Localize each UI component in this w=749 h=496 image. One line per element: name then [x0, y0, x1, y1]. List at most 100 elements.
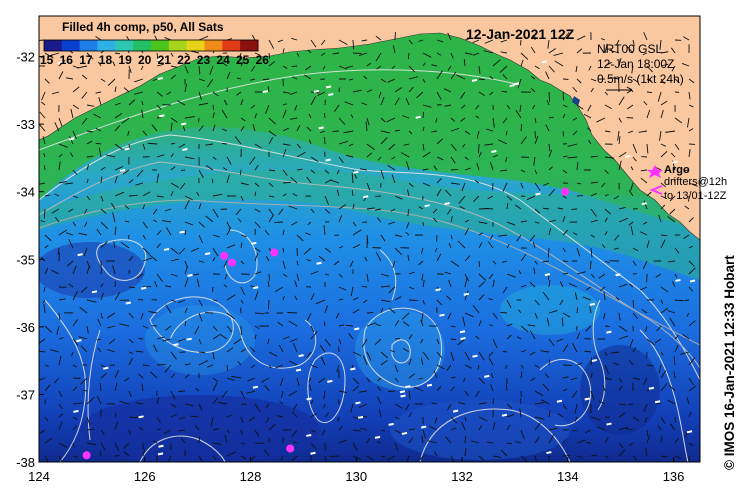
- current-vector: [492, 338, 498, 349]
- current-vector: [444, 271, 452, 275]
- current-vector: [492, 312, 498, 320]
- current-vector: [464, 277, 468, 288]
- current-vector: [114, 369, 120, 379]
- current-vector: [321, 39, 326, 46]
- current-vector: [198, 260, 205, 263]
- current-vector: [305, 232, 312, 236]
- current-vector: [450, 325, 456, 328]
- current-vector: [280, 390, 284, 398]
- current-vector: [422, 78, 426, 83]
- current-vector: [475, 335, 480, 340]
- current-vector: [489, 75, 494, 80]
- current-vector: [292, 403, 298, 411]
- current-vector: [646, 429, 649, 437]
- current-vector: [263, 78, 270, 81]
- current-vector: [408, 358, 412, 366]
- current-vector: [632, 247, 639, 252]
- current-vector: [668, 384, 676, 392]
- current-vector: [590, 208, 597, 217]
- current-vector: [618, 403, 627, 406]
- current-vector: [534, 208, 541, 214]
- current-vector: [660, 143, 667, 147]
- current-vector: [576, 362, 583, 366]
- current-vector: [478, 78, 485, 81]
- current-vector: [450, 143, 457, 151]
- current-vector: [338, 298, 344, 301]
- current-vector: [375, 52, 382, 62]
- current-vector: [590, 87, 594, 93]
- current-vector: [630, 166, 634, 171]
- current-vector: [604, 436, 609, 444]
- current-vector: [394, 296, 402, 301]
- current-vector: [267, 299, 270, 310]
- drifter-track: [426, 383, 433, 387]
- current-vector: [250, 285, 256, 288]
- current-vector: [177, 429, 186, 432]
- current-vector: [674, 344, 679, 353]
- current-vector: [212, 247, 219, 257]
- current-vector: [86, 396, 95, 405]
- current-vector: [56, 325, 60, 335]
- current-vector: [447, 312, 452, 320]
- current-vector: [184, 320, 187, 327]
- current-vector: [618, 442, 624, 449]
- current-vector: [211, 178, 214, 184]
- current-vector: [141, 100, 144, 106]
- current-vector: [562, 155, 568, 158]
- current-vector: [659, 130, 662, 141]
- current-vector: [436, 338, 440, 345]
- current-vector: [40, 220, 46, 223]
- current-vector: [142, 285, 152, 288]
- current-vector: [464, 364, 472, 369]
- current-vector: [114, 143, 123, 150]
- current-vector: [80, 377, 88, 385]
- current-vector: [422, 279, 425, 288]
- current-vector: [408, 334, 413, 340]
- current-vector: [658, 214, 662, 223]
- current-vector: [128, 357, 133, 366]
- current-vector: [217, 401, 228, 405]
- current-vector: [127, 130, 130, 136]
- current-vector: [44, 364, 49, 367]
- current-vector: [170, 273, 178, 277]
- current-vector: [310, 208, 315, 214]
- current-vector: [583, 113, 592, 119]
- drifter-track: [76, 339, 82, 343]
- current-vector: [97, 318, 102, 327]
- drifter-track: [57, 61, 64, 65]
- current-vector: [279, 401, 284, 405]
- current-vector: [70, 108, 74, 119]
- current-vector: [126, 36, 130, 41]
- current-vector: [562, 215, 566, 223]
- current-vector: [405, 97, 410, 106]
- current-vector: [338, 338, 342, 345]
- current-vector: [444, 104, 452, 107]
- current-vector: [84, 221, 88, 227]
- current-vector: [408, 373, 415, 379]
- current-vector: [198, 125, 204, 132]
- current-vector: [408, 286, 415, 290]
- current-vector: [380, 234, 386, 242]
- current-vector: [205, 143, 214, 146]
- current-vector: [407, 208, 410, 217]
- current-vector: [333, 260, 340, 266]
- drifter-track: [253, 286, 259, 290]
- current-vector: [184, 195, 193, 201]
- current-vector: [236, 77, 242, 80]
- current-vector: [674, 117, 683, 124]
- current-vector: [360, 427, 368, 431]
- current-vector: [534, 169, 538, 175]
- drifter-track: [187, 273, 193, 277]
- drifter-track: [439, 313, 445, 317]
- current-vector: [688, 182, 698, 187]
- current-vector: [114, 125, 121, 132]
- current-vector: [223, 284, 228, 288]
- current-vector: [44, 244, 49, 249]
- current-vector: [515, 441, 522, 444]
- current-vector: [254, 334, 257, 340]
- current-vector: [603, 291, 606, 301]
- current-vector: [529, 351, 536, 356]
- current-vector: [462, 316, 466, 327]
- current-vector: [310, 325, 315, 333]
- current-vector: [534, 402, 545, 405]
